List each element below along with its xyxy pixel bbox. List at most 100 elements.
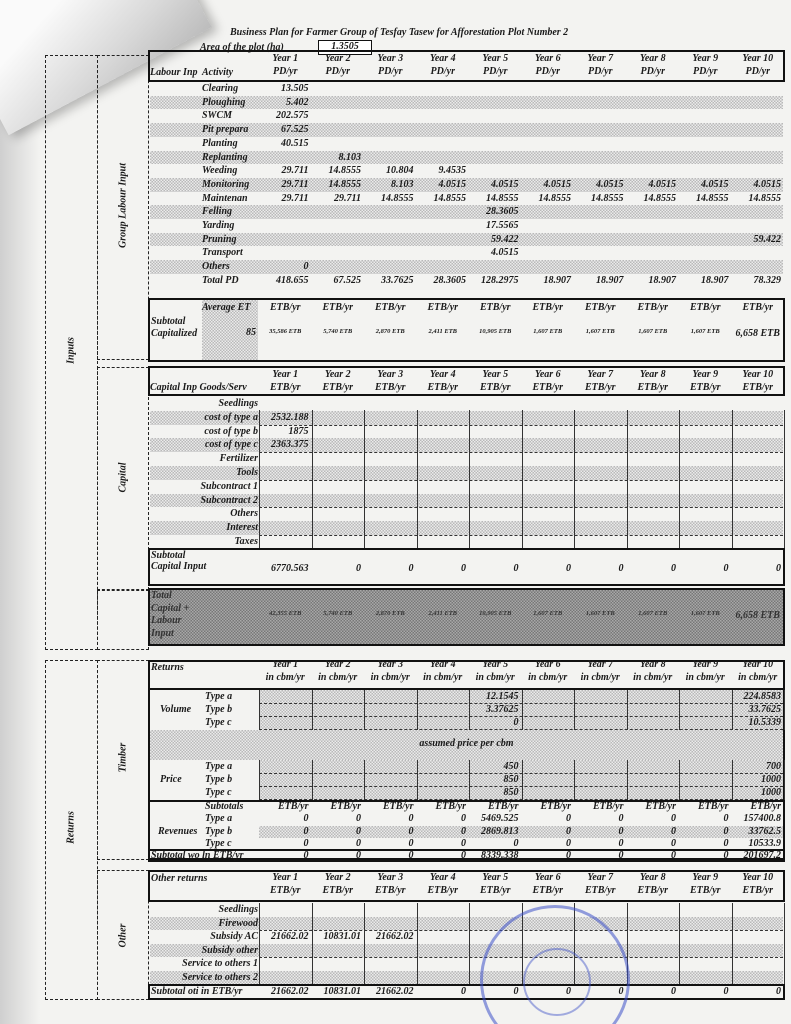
unit-header: ETB/yr (592, 801, 624, 812)
cell-value: 33762.5 (748, 825, 782, 837)
cell-value: 0 (566, 838, 571, 849)
returns-label: Returns (65, 811, 77, 844)
subtotals-rule (148, 800, 785, 802)
column-divider (626, 760, 628, 800)
row-label: Others (202, 261, 230, 273)
cell-value: 0 (618, 825, 624, 837)
unit-header: ETB/yr (427, 302, 459, 313)
year-header: Year 9 (692, 53, 719, 64)
column-divider (626, 903, 628, 984)
column-divider (311, 903, 313, 984)
year-header: Year 8 (639, 659, 666, 670)
unit-header: ETB/yr (584, 302, 616, 313)
cell-value: 10.804 (386, 165, 414, 177)
subtotals-label: Subtotals (205, 801, 244, 812)
unit-header: ETB/yr (697, 801, 729, 812)
year-header: Year 6 (534, 659, 561, 670)
row-label: Weeding (202, 165, 238, 177)
year-header: Year 4 (429, 369, 456, 380)
subtotal-box (148, 984, 785, 1000)
column-divider (364, 760, 365, 800)
cell-value: 0 (356, 563, 361, 574)
subtotal-label: Subtotal wo ln ETB/yr (151, 850, 244, 861)
unit-header: ETB/yr (689, 382, 721, 393)
cell-value: 0 (723, 813, 729, 824)
cell-value: 0 (671, 838, 676, 849)
year-header: Year 2 (324, 53, 351, 64)
row-label: Total PD (202, 274, 239, 286)
cell-value: 33.7625 (381, 274, 414, 286)
year-header: Year 6 (534, 872, 561, 883)
unit-header: ETB/yr (584, 885, 616, 896)
unit-header: PD/yr (325, 66, 350, 77)
average-cell-shading (202, 300, 258, 360)
row-label: Fertilizer (219, 453, 258, 465)
cell-value: 10,905 ETB (479, 328, 512, 335)
cell-value: 0 (461, 838, 466, 849)
cell-value: 3.37625 (486, 704, 519, 715)
revenues-label: Revenues (158, 826, 198, 837)
cell-value: 418.655 (276, 274, 309, 286)
cell-value: 29.711 (281, 178, 309, 190)
unit-header: ETB/yr (532, 382, 564, 393)
column-divider (731, 760, 733, 800)
unit-header: PD/yr (483, 66, 508, 77)
price-note-shading (150, 730, 783, 760)
row-label: Subsidy AC (210, 931, 258, 942)
row-label: Felling (202, 206, 233, 218)
row-label: Transport (202, 247, 243, 259)
year-header: Year 7 (587, 53, 614, 64)
year-header: Year 8 (639, 53, 666, 64)
unit-header: ETB/yr (742, 885, 774, 896)
cell-value: 1,607 ETB (690, 610, 720, 617)
year-header: Year 9 (692, 369, 719, 380)
row-label: Service to others 1 (182, 958, 258, 969)
official-stamp (480, 905, 630, 1024)
year-header: Year 9 (692, 659, 719, 670)
row-label: Planting (202, 137, 238, 149)
cell-value: 6770.563 (271, 563, 309, 574)
cell-value: 201697.2 (743, 850, 782, 861)
cell-value: 0 (776, 563, 781, 574)
cell-value: 14.8555 (381, 192, 414, 204)
row-label: Clearing (202, 83, 239, 94)
unit-header: ETB/yr (277, 801, 309, 812)
row-label: Pruning (202, 233, 237, 245)
cell-value: 1,607 ETB (585, 328, 615, 335)
cell-value: 14.8555 (538, 192, 572, 204)
unit-header: PD/yr (693, 66, 718, 77)
cell-value: 0 (461, 986, 466, 997)
row-label: cost of type c (204, 439, 258, 451)
cell-value: 2532.188 (271, 411, 309, 423)
cell-value: 0 (303, 850, 309, 861)
year-header: Year 4 (429, 659, 456, 670)
unit-header: ETB/yr (479, 885, 511, 896)
subtotal-label: Subtotal oti in ETB/yr (151, 986, 243, 997)
column-divider (311, 410, 313, 548)
year-header: Year 3 (377, 659, 404, 670)
cell-value: 0 (566, 563, 571, 574)
unit-header: in cbm/yr (685, 672, 725, 683)
cell-value: 0 (671, 563, 676, 574)
row-label: Type a (205, 761, 233, 772)
row-divider (259, 535, 783, 536)
year-header: Year 2 (324, 872, 351, 883)
row-shading (150, 205, 783, 219)
cell-value: 21662.02 (376, 986, 414, 997)
year-header: Year 5 (482, 872, 509, 883)
cell-value: 0 (566, 825, 571, 837)
unit-header: PD/yr (588, 66, 613, 77)
cell-value: 1875 (288, 425, 309, 437)
cell-value: 1,607 ETB (585, 610, 615, 617)
cell-value: 14.8555 (696, 192, 729, 204)
row-shading (150, 260, 783, 274)
column-divider (679, 760, 680, 800)
group-labour-label: Group Labour Input (117, 162, 129, 249)
row-label: cost of type b (204, 425, 258, 437)
column-divider (259, 760, 260, 800)
row-shading (150, 438, 783, 453)
cell-value: 8339.338 (481, 850, 519, 861)
unit-header: in cbm/yr (423, 672, 463, 683)
unit-header: PD/yr (535, 66, 560, 77)
year-header: Year 3 (377, 53, 404, 64)
